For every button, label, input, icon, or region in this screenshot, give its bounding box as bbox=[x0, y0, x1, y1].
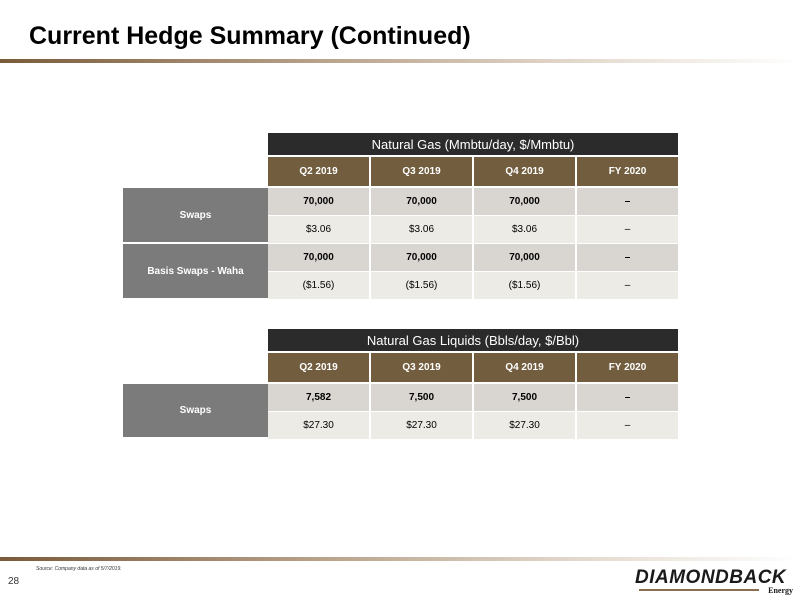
row-label-basis-swaps-waha: Basis Swaps - Waha bbox=[123, 244, 268, 298]
page-title: Current Hedge Summary (Continued) bbox=[29, 22, 471, 50]
period-q2-2019: Q2 2019 bbox=[268, 353, 369, 382]
source-footnote: Source: Company data as of 5/7/2019. bbox=[36, 566, 122, 572]
period-q2-2019: Q2 2019 bbox=[268, 157, 369, 186]
ngl-swaps-volume-row: 7,582 7,500 7,500 – bbox=[268, 384, 678, 411]
page-number: 28 bbox=[8, 576, 20, 587]
period-q4-2019: Q4 2019 bbox=[474, 353, 575, 382]
natural-gas-table-header: Natural Gas (Mmbtu/day, $/Mmbtu) bbox=[268, 133, 678, 155]
basis-swaps-price-row: ($1.56) ($1.56) ($1.56) – bbox=[268, 272, 678, 299]
table-cell: $27.30 bbox=[474, 412, 575, 439]
row-label-swaps: Swaps bbox=[123, 188, 268, 242]
table-cell: – bbox=[577, 188, 678, 215]
natural-gas-hedge-table: Natural Gas (Mmbtu/day, $/Mmbtu) Q2 2019… bbox=[123, 133, 678, 299]
footer-divider bbox=[0, 557, 800, 561]
title-divider bbox=[0, 59, 800, 63]
row-label-swaps: Swaps bbox=[123, 384, 268, 437]
table-cell: $3.06 bbox=[268, 216, 369, 243]
period-fy-2020: FY 2020 bbox=[577, 353, 678, 382]
table-cell: $3.06 bbox=[371, 216, 472, 243]
table-cell: 7,582 bbox=[268, 384, 369, 411]
table-cell: 7,500 bbox=[474, 384, 575, 411]
basis-swaps-volume-row: 70,000 70,000 70,000 – bbox=[268, 244, 678, 271]
table-cell: – bbox=[577, 412, 678, 439]
swaps-price-row: $3.06 $3.06 $3.06 – bbox=[268, 216, 678, 243]
ngl-hedge-table: Natural Gas Liquids (Bbls/day, $/Bbl) Q2… bbox=[123, 329, 678, 439]
table-cell: – bbox=[577, 384, 678, 411]
table-cell: – bbox=[577, 244, 678, 271]
period-q4-2019: Q4 2019 bbox=[474, 157, 575, 186]
table-cell: 70,000 bbox=[474, 244, 575, 271]
logo-wordmark: DIAMONDBACK bbox=[635, 567, 787, 588]
table-cell: ($1.56) bbox=[474, 272, 575, 299]
period-q3-2019: Q3 2019 bbox=[371, 157, 472, 186]
company-logo: DIAMONDBACK Energy bbox=[635, 567, 795, 597]
table-cell: ($1.56) bbox=[268, 272, 369, 299]
table-cell: 70,000 bbox=[268, 244, 369, 271]
table-cell: $3.06 bbox=[474, 216, 575, 243]
table-cell: $27.30 bbox=[268, 412, 369, 439]
table-cell: 70,000 bbox=[474, 188, 575, 215]
period-q3-2019: Q3 2019 bbox=[371, 353, 472, 382]
logo-subtitle: Energy bbox=[768, 586, 793, 595]
swaps-volume-row: 70,000 70,000 70,000 – bbox=[268, 188, 678, 215]
ngl-table-header: Natural Gas Liquids (Bbls/day, $/Bbl) bbox=[268, 329, 678, 351]
logo-underline bbox=[639, 589, 759, 591]
table-cell: 70,000 bbox=[371, 188, 472, 215]
table-cell: $27.30 bbox=[371, 412, 472, 439]
table-cell: – bbox=[577, 216, 678, 243]
table-cell: 70,000 bbox=[371, 244, 472, 271]
table-cell: 7,500 bbox=[371, 384, 472, 411]
table-cell: – bbox=[577, 272, 678, 299]
period-fy-2020: FY 2020 bbox=[577, 157, 678, 186]
ngl-period-row: Q2 2019 Q3 2019 Q4 2019 FY 2020 bbox=[268, 353, 678, 382]
table-cell: ($1.56) bbox=[371, 272, 472, 299]
natural-gas-period-row: Q2 2019 Q3 2019 Q4 2019 FY 2020 bbox=[268, 157, 678, 186]
ngl-swaps-price-row: $27.30 $27.30 $27.30 – bbox=[268, 412, 678, 439]
table-cell: 70,000 bbox=[268, 188, 369, 215]
